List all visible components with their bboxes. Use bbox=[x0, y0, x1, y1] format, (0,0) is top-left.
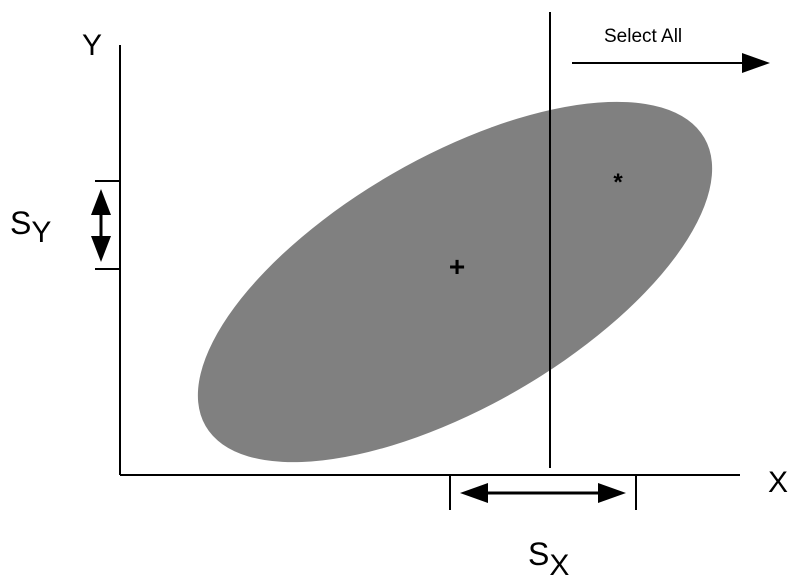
sx-bracket bbox=[449, 476, 637, 510]
sy-bracket bbox=[91, 180, 120, 270]
data-ellipse bbox=[197, 101, 713, 463]
mean-marker: + bbox=[449, 251, 465, 282]
select-all-arrow-icon[interactable] bbox=[572, 53, 770, 73]
y-axis-label: Y bbox=[82, 29, 102, 62]
select-all-label[interactable]: Select All bbox=[604, 26, 682, 47]
x-axis-label: X bbox=[768, 466, 788, 499]
point-marker: * bbox=[613, 169, 623, 196]
sy-label: SY bbox=[10, 205, 51, 249]
sx-label: SX bbox=[528, 536, 569, 582]
